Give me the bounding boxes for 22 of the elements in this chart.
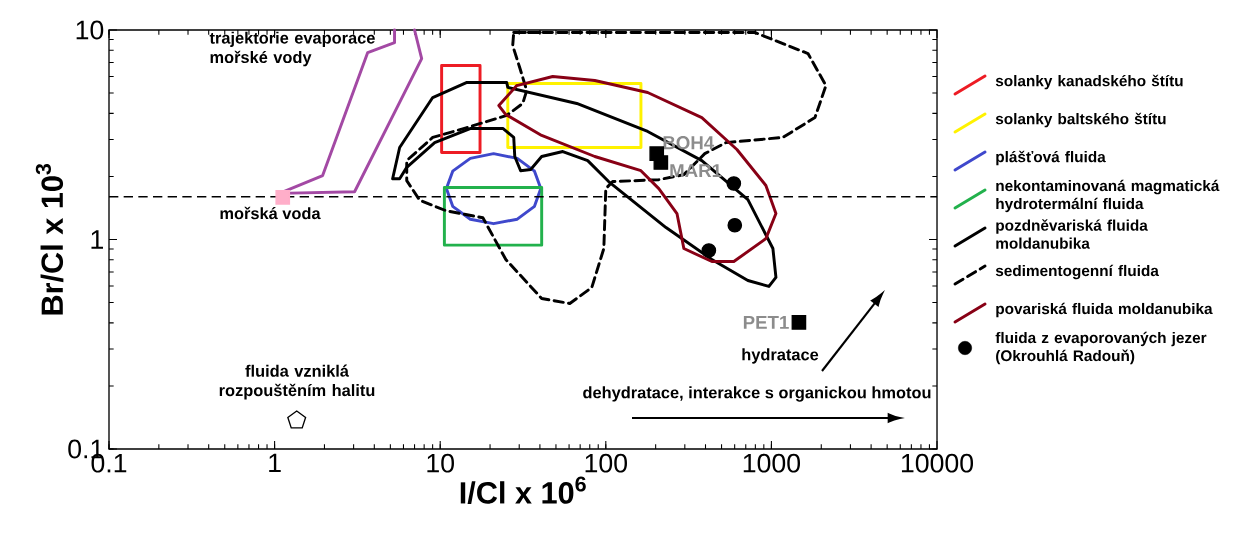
x-tick-label: 10 [427, 453, 454, 473]
legend-label: pozdněvariská fluida moldanubika [996, 219, 1148, 249]
x-tick-label: 1 [269, 453, 281, 473]
y-axis-title: Br/Cl x 10$^{3}$ [35, 163, 64, 315]
x-tick-label: 1000 [743, 453, 801, 473]
annotation: mořská voda [220, 206, 321, 220]
legend-label: solanky baltského štítu [995, 112, 1166, 128]
x-tick-label: 10000 [901, 453, 974, 473]
annotation: fluida vzniklá rozpouštěním halitu [219, 364, 375, 400]
legend-label: solanky kanadského štítu [995, 74, 1183, 90]
legend-label: sedimentogenní fluida [995, 264, 1159, 280]
y-tick-label: 10 [76, 20, 104, 40]
annotation: dehydratace, interakce s organickou hmotou [583, 386, 931, 402]
y-tick-label: 1 [91, 230, 103, 249]
x-axis-title: I/Cl x 10$^{6}$ [460, 476, 586, 505]
x-tick-label: 100 [585, 453, 627, 473]
legend-label: plášťová fluida [996, 150, 1106, 166]
legend-label: povariská fluida moldanubika [996, 302, 1213, 318]
annotation: hydratace [742, 348, 819, 364]
annotation: trajektorie evaporace mořské vody [209, 31, 375, 67]
legend-label: fluida z evaporovaných jezer (Okrouhlá Radouň) [995, 331, 1207, 365]
data-label: PET1 [743, 316, 789, 329]
